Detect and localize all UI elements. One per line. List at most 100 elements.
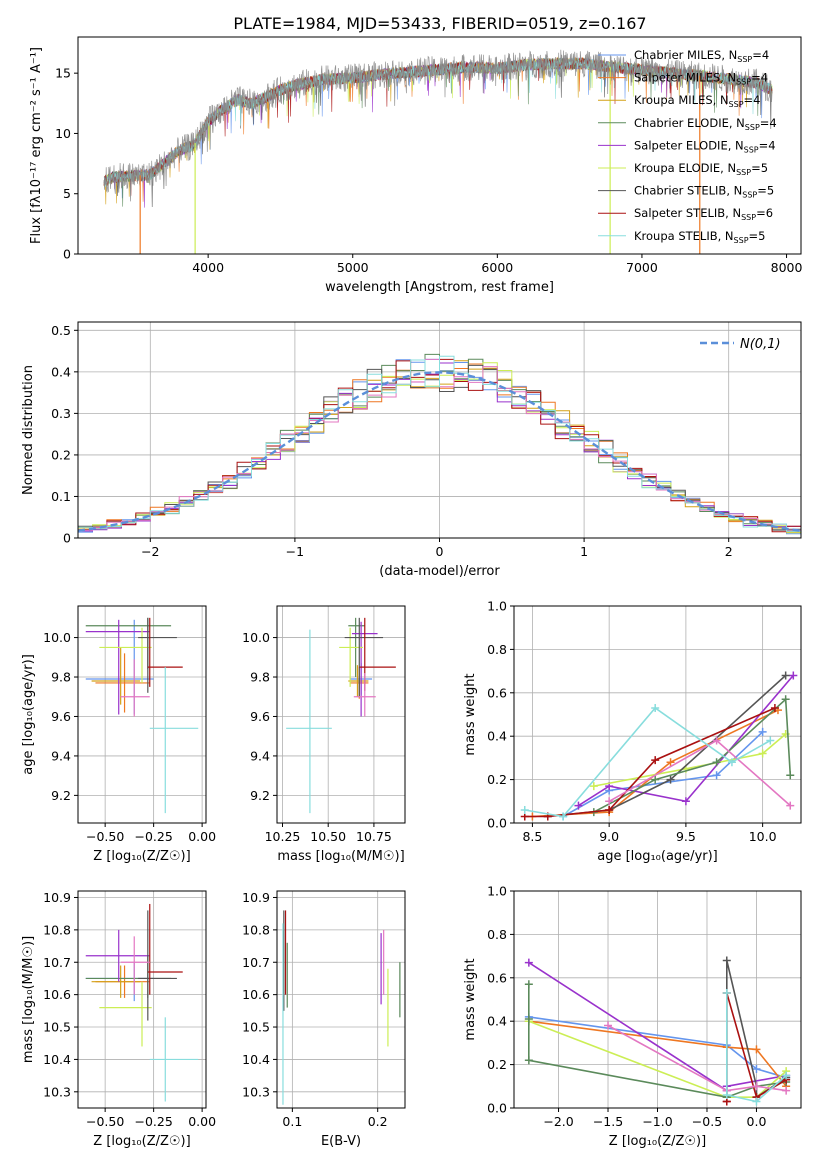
axes-frame (77, 890, 207, 1109)
gridlines (277, 891, 405, 1108)
y-tick-label: 9.2 (51, 788, 71, 803)
series-marker (789, 671, 798, 680)
y-tick-label: 10.6 (43, 987, 71, 1002)
y-tick-label: 0.8 (487, 642, 507, 657)
y-tick-label: 9.4 (51, 748, 71, 763)
y-tick-label: 10.3 (43, 1084, 71, 1099)
y-tick-label: 0.1 (51, 489, 71, 504)
y-tick-label: 10 (55, 126, 71, 141)
y-axis-label: mass [log₁₀(M/M☉)] (21, 936, 36, 1063)
x-tick-label: 0.0 (747, 1114, 767, 1129)
series-line (578, 674, 794, 807)
y-tick-label: 10.4 (242, 1052, 270, 1067)
y-tick-label: 0.0 (487, 816, 507, 831)
series-marker (524, 958, 533, 967)
x-tick-label: 9.0 (599, 829, 619, 844)
spectrum-line (103, 49, 773, 202)
legend-label-tail: =4 (759, 138, 776, 152)
series-marker (781, 671, 790, 680)
legend-label-tail: =6 (756, 206, 773, 220)
spectrum-line (103, 57, 773, 187)
panel-age-vs-Z: −0.50 −0.25 0.00 9.2 9.4 9.6 9.8 10.0 Z [log₁₀(Z… (21, 605, 216, 864)
y-tick-label: 9.8 (250, 670, 270, 685)
y-tick-label: 10.5 (242, 1020, 270, 1035)
legend-label: Salpeter MILES, NSSP=4 (634, 71, 768, 87)
legend-label-base: Salpeter ELODIE, N (634, 138, 744, 152)
series-marker (524, 980, 533, 989)
legend-label: Chabrier STELIB, NSSP=5 (634, 184, 774, 200)
x-tick-label: 10.75 (356, 829, 392, 844)
y-tick-label: 0.4 (51, 364, 71, 379)
y-axis-label: mass weight (463, 958, 478, 1040)
panel-massweight-vs-age: 8.5 9.0 9.5 10.0 0.0 0.2 0.4 0.6 0.8 1.0 age [log₁… (463, 599, 802, 864)
x-tick-label: −1.0 (642, 1114, 672, 1129)
x-tick-label: −0.50 (86, 829, 124, 844)
series-marker (752, 1045, 761, 1054)
y-tick-label: 0.8 (487, 927, 507, 942)
plot-area (524, 956, 791, 1106)
y-axis-label: age [log₁₀(age/yr)] (21, 654, 36, 775)
series-marker (712, 758, 721, 767)
x-axis-label: Z [log₁₀(Z/Z☉)] (93, 849, 190, 864)
y-tick-label: 0.6 (487, 685, 507, 700)
x-tick-label: −0.25 (134, 829, 172, 844)
series-marker (722, 956, 731, 965)
series-marker (786, 801, 795, 810)
y-tick-label: 0 (63, 247, 71, 262)
legend-label-tail: =4 (744, 93, 761, 107)
residuals-legend: N(0,1) (700, 337, 781, 352)
series-marker (574, 801, 583, 810)
series-marker (752, 1082, 761, 1091)
series-marker (727, 758, 736, 767)
y-tick-label: 9.8 (51, 670, 71, 685)
legend-label-base: Kroupa STELIB, N (634, 229, 734, 243)
axes-frame (77, 36, 802, 255)
series-marker (651, 775, 660, 784)
legend-label-tail: =4 (752, 48, 769, 62)
x-tick-label: 2 (725, 544, 733, 559)
plot-area (286, 617, 396, 814)
series-line (593, 733, 787, 787)
y-tick-label: 0.2 (487, 772, 507, 787)
axes-frame (77, 605, 207, 824)
legend-label: Salpeter ELODIE, NSSP=4 (634, 138, 776, 154)
series-marker (752, 1097, 761, 1106)
y-tick-label: 10.7 (242, 955, 270, 970)
legend-label-sub: SSP (741, 213, 756, 222)
series-marker (770, 703, 779, 712)
y-tick-label: 9.2 (250, 788, 270, 803)
series-marker (559, 812, 568, 821)
legend-label-tail: =4 (760, 116, 777, 130)
legend-label-base: Kroupa ELODIE, N (634, 161, 736, 175)
x-tick-label: −1 (286, 544, 304, 559)
y-tick-label: 0 (63, 531, 71, 546)
x-tick-label: 0.1 (282, 1114, 302, 1129)
plot-area (520, 671, 798, 821)
legend-label-tail: =5 (749, 229, 766, 243)
x-axis-label: Z [log₁₀(Z/Z☉)] (93, 1134, 190, 1149)
gridlines (514, 605, 801, 824)
plot-area (78, 353, 801, 535)
y-axis-label: Flux [fλ10⁻¹⁷ erg cm⁻² s⁻¹ A⁻¹] (29, 47, 44, 244)
y-tick-label: 5 (63, 186, 71, 201)
series-marker (524, 1056, 533, 1065)
series-marker (712, 771, 721, 780)
y-tick-label: 0.5 (51, 323, 71, 338)
y-tick-label: 0.2 (51, 447, 71, 462)
y-tick-label: 10.5 (43, 1020, 71, 1035)
x-tick-label: 5000 (337, 260, 369, 275)
y-tick-label: 15 (55, 66, 71, 81)
y-tick-label: 0.6 (487, 970, 507, 985)
legend-label-sub: SSP (737, 55, 752, 64)
panel-spectrum: 4000 5000 6000 7000 8000 0 5 10 15 wavelength [An… (29, 36, 802, 295)
panel-mass-vs-Z: −0.50 −0.25 0.00 10.3 10.4 10.5 10.6 10.7 10.8 10… (21, 890, 216, 1149)
series-line (726, 993, 787, 1103)
x-tick-label: −2 (141, 544, 159, 559)
panel-age-vs-mass: 10.25 10.50 10.75 9.2 9.4 9.6 9.8 10.0 mass [log… (242, 605, 406, 864)
series-line (562, 731, 764, 818)
x-tick-label: −0.25 (134, 1114, 172, 1129)
legend-label-base: Salpeter STELIB, N (634, 206, 741, 220)
legend-label-base: Chabrier MILES, N (634, 48, 737, 62)
legend-label-tail: =5 (757, 184, 774, 198)
legend-label-sub: SSP (742, 191, 757, 200)
